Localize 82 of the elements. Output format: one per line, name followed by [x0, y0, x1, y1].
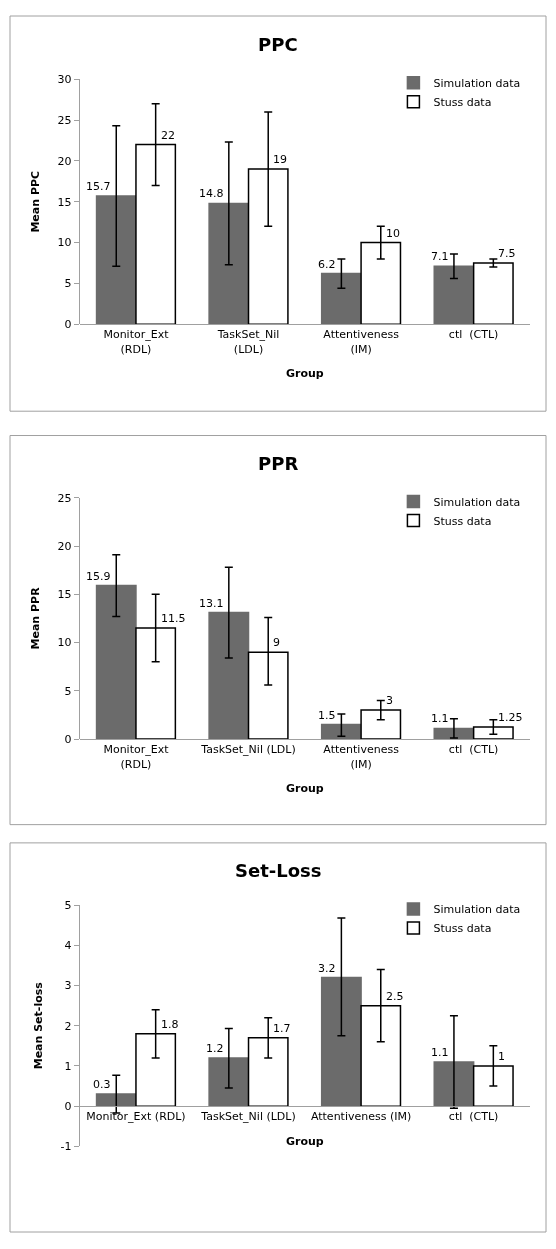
data-label: 1.8	[161, 1018, 179, 1031]
data-label: 7.5	[498, 247, 516, 260]
bar	[95, 195, 137, 325]
data-label: 11.5	[161, 612, 186, 625]
legend-label: Stuss data	[433, 514, 492, 528]
data-label: 3	[386, 694, 393, 707]
x-tick-label: Attentiveness (IM)	[323, 328, 400, 356]
chart-title: PPC	[258, 34, 298, 55]
chart-title: Set-Loss	[235, 860, 322, 881]
data-label: 6.2	[318, 258, 336, 271]
data-label: 1	[498, 1050, 505, 1063]
bar	[320, 723, 362, 740]
x-tick-label: TaskSet_Nil (LDL)	[216, 328, 280, 356]
y-axis-title: Mean PPC	[29, 170, 43, 233]
y-tick-label: 15	[57, 588, 72, 602]
bar	[320, 272, 362, 325]
bar	[320, 976, 362, 1107]
y-tick-label: 3	[64, 979, 72, 993]
y-tick-label: 20	[57, 154, 72, 168]
y-tick-label: 1	[64, 1059, 72, 1073]
y-tick-label: 15	[57, 195, 72, 209]
x-tick-label: ctl (CTL)	[448, 743, 499, 757]
x-tick-label: TaskSet_Nil (LDL)	[200, 1110, 296, 1124]
data-label: 10	[386, 227, 400, 240]
y-tick-label: 30	[57, 73, 72, 87]
legend-label: Stuss data	[433, 922, 492, 936]
data-label: 9	[273, 636, 280, 649]
data-label: 14.8	[199, 187, 224, 200]
y-axis-title: Mean Set-loss	[32, 981, 46, 1070]
y-axis-title: Mean PPR	[29, 586, 43, 650]
y-tick-label: 0	[64, 1100, 72, 1114]
data-label: 15.9	[86, 570, 111, 583]
y-tick-label: 10	[57, 236, 72, 250]
x-tick-label: Monitor_Ext (RDL)	[103, 328, 170, 356]
bar	[208, 1057, 250, 1107]
chart-title: PPR	[258, 453, 299, 474]
data-label: 13.1	[199, 597, 224, 610]
y-tick-label: 2	[64, 1019, 72, 1033]
data-label: 0.3	[93, 1078, 111, 1091]
y-tick-label: 5	[64, 277, 72, 291]
y-tick-label: 5	[64, 684, 72, 698]
bar	[208, 611, 250, 740]
data-label: 19	[273, 153, 287, 166]
x-tick-label: Attentiveness (IM)	[323, 743, 400, 771]
bar	[472, 262, 514, 325]
data-label: 3.2	[318, 962, 336, 975]
data-label: 2.5	[386, 990, 404, 1003]
y-tick-label: -1	[60, 1140, 72, 1154]
y-tick-label: 0	[64, 318, 72, 332]
x-tick-label: ctl (CTL)	[448, 1110, 499, 1124]
y-tick-label: 4	[64, 939, 72, 953]
legend-label: Simulation data	[433, 903, 521, 917]
y-tick-label: 20	[57, 539, 72, 553]
y-tick-label: 25	[57, 491, 72, 505]
x-tick-label: Monitor_Ext (RDL)	[103, 743, 170, 771]
legend-label: Simulation data	[433, 495, 521, 509]
x-tick-label: TaskSet_Nil (LDL)	[200, 743, 296, 757]
legend-label: Stuss data	[433, 96, 492, 110]
x-axis-title: Group	[285, 781, 324, 795]
y-tick-label: 25	[57, 113, 72, 127]
data-label: 1.7	[273, 1022, 291, 1035]
x-axis-title: Group	[285, 1134, 324, 1148]
data-label: 7.1	[431, 250, 449, 263]
y-tick-label: 10	[57, 636, 72, 650]
x-axis-title: Group	[285, 366, 324, 380]
y-tick-label: 0	[64, 732, 72, 746]
x-tick-label: Monitor_Ext (RDL)	[86, 1110, 186, 1124]
data-label: 1.1	[431, 1046, 449, 1059]
bar	[95, 584, 137, 740]
data-label: 1.1	[431, 712, 449, 725]
data-label: 22	[161, 129, 175, 142]
data-label: 15.7	[86, 180, 111, 193]
bar	[208, 202, 250, 325]
x-tick-label: ctl (CTL)	[448, 328, 499, 342]
bar	[433, 1061, 475, 1107]
data-label: 1.2	[206, 1042, 224, 1055]
x-tick-label: Attentiveness (IM)	[310, 1110, 412, 1124]
legend-label: Simulation data	[433, 77, 521, 91]
data-label: 1.5	[318, 709, 336, 722]
y-tick-label: 5	[64, 898, 72, 912]
bar	[433, 265, 475, 325]
data-label: 1.25	[498, 711, 523, 724]
